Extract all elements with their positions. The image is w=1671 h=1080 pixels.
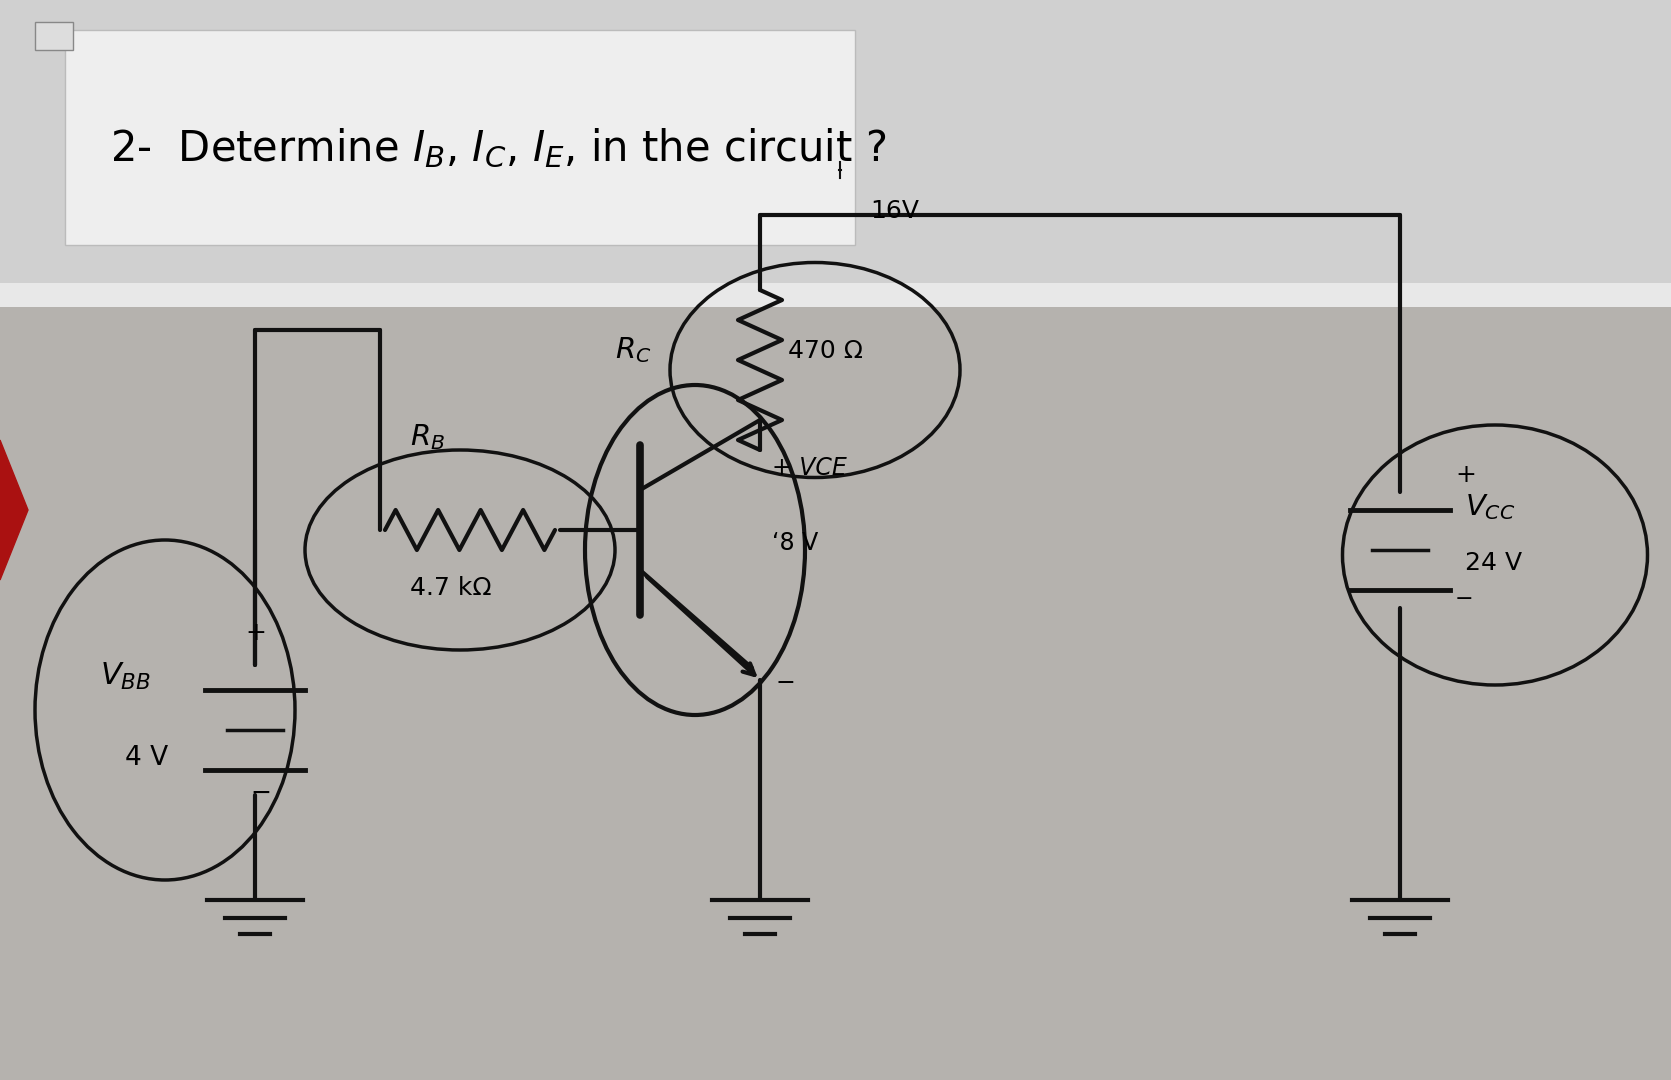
Bar xyxy=(0,283,1671,307)
Text: +: + xyxy=(1455,463,1475,487)
Text: $R_C$: $R_C$ xyxy=(615,335,652,365)
Text: −: − xyxy=(251,781,271,805)
Bar xyxy=(65,30,856,245)
Text: ‘8 V: ‘8 V xyxy=(772,531,819,555)
Bar xyxy=(0,295,1671,1080)
Text: $R_B$: $R_B$ xyxy=(409,422,444,451)
Text: $V_{BB}$: $V_{BB}$ xyxy=(100,661,150,692)
Text: −: − xyxy=(775,671,795,696)
Text: 24 V: 24 V xyxy=(1465,551,1522,575)
Text: 4 V: 4 V xyxy=(125,745,169,771)
Text: +: + xyxy=(246,621,266,645)
Text: 16V: 16V xyxy=(871,199,919,222)
Text: + VCE: + VCE xyxy=(772,456,847,480)
Polygon shape xyxy=(0,440,28,580)
Bar xyxy=(0,0,1671,295)
Text: 2-  Determine $I_B$, $I_C$, $I_E$, in the circuit ?: 2- Determine $I_B$, $I_C$, $I_E$, in the… xyxy=(110,126,886,170)
Text: 4.7 kΩ: 4.7 kΩ xyxy=(409,576,491,600)
Text: $V_{CC}$: $V_{CC}$ xyxy=(1465,492,1516,522)
Bar xyxy=(35,22,74,50)
Text: −: − xyxy=(1455,589,1474,609)
Text: 470 Ω: 470 Ω xyxy=(789,339,862,363)
